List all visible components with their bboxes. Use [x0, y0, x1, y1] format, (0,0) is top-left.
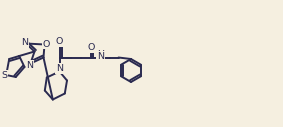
- Text: O: O: [87, 43, 95, 52]
- Text: H: H: [98, 50, 104, 59]
- Text: N: N: [27, 60, 33, 69]
- Text: N: N: [56, 64, 63, 73]
- Text: O: O: [56, 37, 63, 46]
- Text: N: N: [21, 38, 28, 47]
- Text: N: N: [97, 52, 104, 60]
- Text: S: S: [1, 70, 7, 80]
- Text: O: O: [43, 39, 50, 49]
